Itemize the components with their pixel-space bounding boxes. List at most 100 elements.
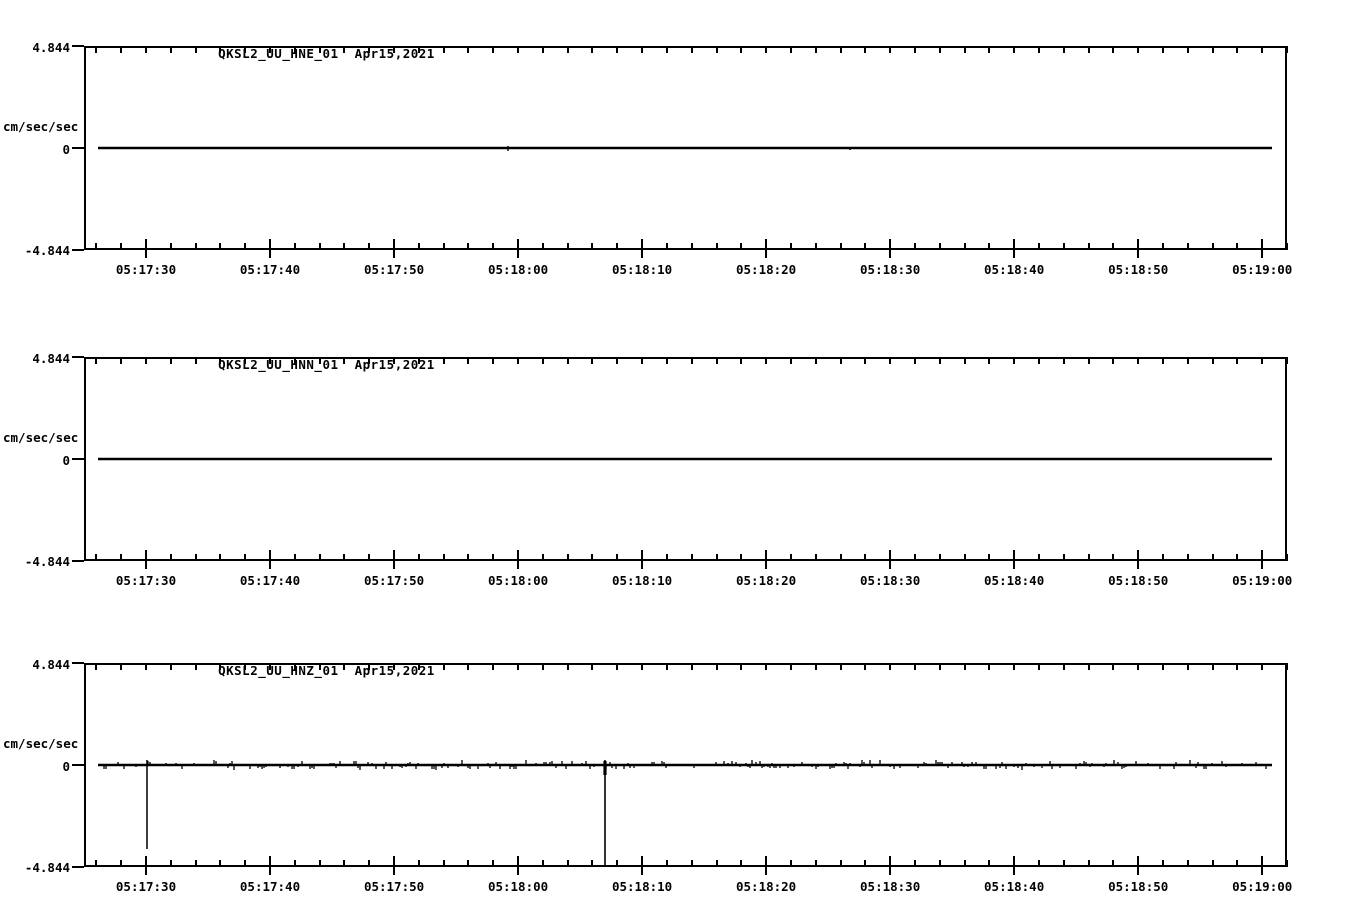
x-minor-tick-bottom	[1236, 554, 1239, 561]
x-tick-label: 05:19:00	[1232, 573, 1293, 588]
x-minor-tick-top	[1087, 357, 1090, 364]
x-minor-tick-top	[541, 357, 544, 364]
y-unit-label-hnn: cm/sec/sec	[3, 430, 79, 445]
panel-title-hnn-date: Apr15,2021	[354, 357, 435, 372]
x-minor-tick-bottom	[814, 554, 817, 561]
x-minor-tick-bottom	[169, 554, 172, 561]
x-minor-tick-bottom	[492, 554, 495, 561]
x-minor-tick-bottom	[740, 860, 743, 867]
x-minor-tick-bottom	[1087, 554, 1090, 561]
x-minor-tick-top	[169, 357, 172, 364]
x-major-tick-bottom	[393, 239, 396, 258]
y-unit-label-hne: cm/sec/sec	[3, 119, 79, 134]
x-major-tick-bottom	[517, 856, 520, 875]
x-major-tick-bottom	[517, 239, 520, 258]
x-major-tick-top	[641, 357, 644, 364]
x-major-tick-top	[1013, 46, 1016, 53]
x-minor-tick-top	[1286, 357, 1288, 364]
x-minor-tick-bottom	[740, 554, 743, 561]
x-minor-tick-top	[318, 663, 321, 670]
x-minor-tick-bottom	[120, 554, 123, 561]
x-minor-tick-top	[938, 663, 941, 670]
x-minor-tick-top	[1087, 46, 1090, 53]
x-minor-tick-bottom	[293, 554, 296, 561]
x-minor-tick-bottom	[219, 860, 222, 867]
x-minor-tick-bottom	[442, 243, 445, 250]
x-minor-tick-bottom	[789, 554, 792, 561]
x-major-tick-top	[517, 46, 520, 53]
x-minor-tick-bottom	[1112, 554, 1115, 561]
x-minor-tick-top	[566, 46, 569, 53]
x-minor-tick-top	[244, 46, 247, 53]
x-minor-tick-top	[293, 357, 296, 364]
x-minor-tick-bottom	[541, 243, 544, 250]
x-minor-tick-top	[442, 663, 445, 670]
x-minor-tick-bottom	[1087, 860, 1090, 867]
x-major-tick-top	[269, 46, 272, 53]
x-major-tick-bottom	[269, 239, 272, 258]
x-minor-tick-bottom	[318, 860, 321, 867]
x-minor-tick-top	[1186, 46, 1189, 53]
x-minor-tick-bottom	[1037, 243, 1040, 250]
x-major-tick-bottom	[1137, 239, 1140, 258]
x-tick-label: 05:17:50	[363, 573, 425, 588]
x-minor-tick-top	[839, 46, 842, 53]
x-minor-tick-bottom	[839, 554, 842, 561]
x-tick-label: 05:17:30	[115, 573, 177, 588]
x-minor-tick-bottom	[814, 243, 817, 250]
x-minor-tick-top	[1161, 46, 1164, 53]
x-major-tick-top	[145, 663, 147, 670]
x-minor-tick-top	[244, 357, 247, 364]
x-minor-tick-top	[95, 663, 98, 670]
x-minor-tick-top	[814, 357, 817, 364]
plot-frame-hnn	[84, 357, 1287, 561]
x-minor-tick-top	[591, 663, 594, 670]
x-minor-tick-bottom	[938, 860, 941, 867]
x-minor-tick-bottom	[343, 860, 346, 867]
x-minor-tick-bottom	[690, 554, 693, 561]
x-minor-tick-bottom	[665, 860, 668, 867]
x-major-tick-bottom	[145, 239, 147, 258]
x-minor-tick-bottom	[839, 860, 842, 867]
panel-title-hnz-date: Apr15,2021	[354, 663, 435, 678]
x-minor-tick-bottom	[1186, 243, 1189, 250]
x-minor-tick-top	[913, 663, 916, 670]
x-tick-label: 05:19:00	[1232, 262, 1293, 277]
x-minor-tick-top	[368, 46, 371, 53]
x-major-tick-top	[145, 357, 147, 364]
waveform-trace-hne	[98, 146, 1272, 151]
x-minor-tick-bottom	[194, 554, 197, 561]
panel-title-hne-date: Apr15,2021	[354, 46, 435, 61]
x-minor-tick-bottom	[343, 243, 346, 250]
x-minor-tick-top	[789, 357, 792, 364]
x-minor-tick-bottom	[467, 554, 470, 561]
x-minor-tick-bottom	[1062, 243, 1065, 250]
x-minor-tick-top	[1211, 46, 1214, 53]
x-major-tick-bottom	[145, 856, 147, 875]
x-minor-tick-top	[1211, 663, 1214, 670]
x-minor-tick-top	[293, 46, 296, 53]
waveform-trace-hnz	[98, 760, 1272, 867]
y-min-label-hnn: -4.844	[24, 554, 70, 569]
x-minor-tick-bottom	[715, 554, 718, 561]
x-minor-tick-top	[1236, 46, 1239, 53]
y-tick-max	[72, 356, 84, 358]
x-minor-tick-bottom	[95, 860, 98, 867]
panel-title-hnn: QKSL2_UU_HNN_01 Apr15,2021	[186, 342, 435, 387]
x-minor-tick-bottom	[715, 860, 718, 867]
x-minor-tick-bottom	[740, 243, 743, 250]
x-minor-tick-bottom	[1037, 860, 1040, 867]
y-zero-label-hnn: 0	[62, 453, 70, 468]
x-major-tick-top	[765, 663, 768, 670]
x-minor-tick-top	[541, 663, 544, 670]
x-tick-label: 05:18:40	[984, 262, 1045, 277]
x-major-tick-bottom	[1261, 856, 1264, 875]
x-minor-tick-top	[442, 357, 445, 364]
x-minor-tick-bottom	[913, 243, 916, 250]
x-tick-label: 05:18:10	[611, 573, 673, 588]
x-minor-tick-top	[417, 46, 420, 53]
x-minor-tick-bottom	[963, 554, 966, 561]
x-minor-tick-bottom	[219, 243, 222, 250]
x-minor-tick-bottom	[318, 554, 321, 561]
x-minor-tick-top	[120, 357, 123, 364]
